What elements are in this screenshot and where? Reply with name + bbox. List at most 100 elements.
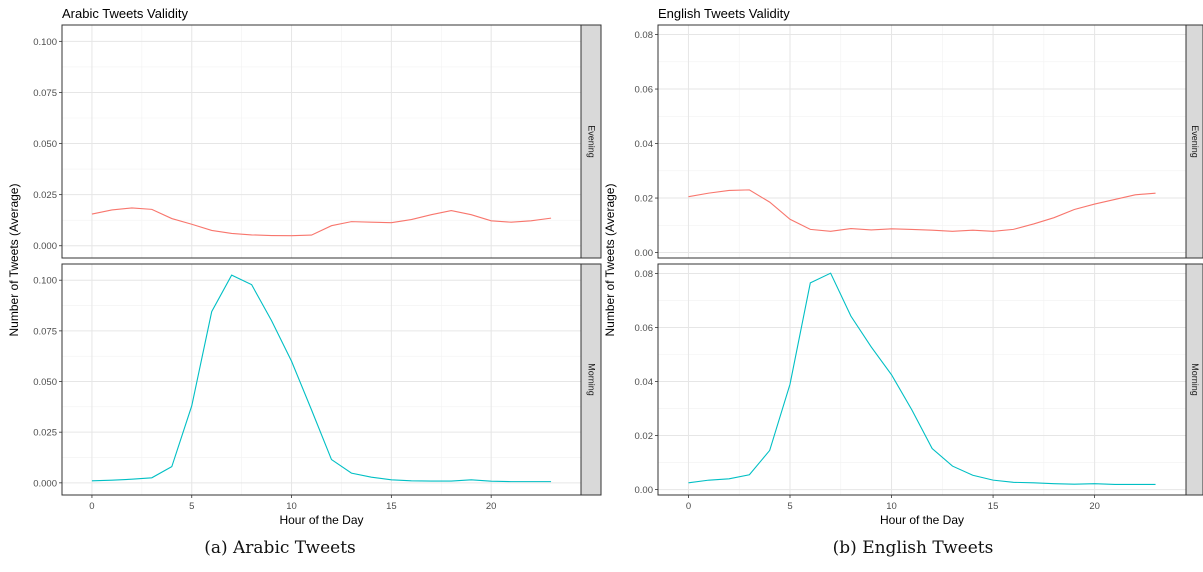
x-tick-label: 0 xyxy=(89,501,94,512)
x-tick-label: 5 xyxy=(787,501,792,512)
data-point xyxy=(749,474,750,475)
data-point xyxy=(932,230,933,231)
data-point xyxy=(830,273,831,274)
data-point xyxy=(911,229,912,230)
data-point xyxy=(891,374,892,375)
data-point xyxy=(431,214,432,215)
data-point xyxy=(932,448,933,449)
data-point xyxy=(871,229,872,230)
y-tick-label: 0.075 xyxy=(33,326,57,337)
facet-strip xyxy=(580,263,602,496)
data-point xyxy=(810,229,811,230)
y-tick-label: 0.04 xyxy=(635,377,654,388)
data-point xyxy=(1013,482,1014,483)
facet-morning: 0.00 0.02 0.04 0.06 0.08 Morning xyxy=(635,263,1203,496)
data-point xyxy=(291,361,292,362)
data-point xyxy=(311,235,312,236)
x-axis-label: Hour of the Day xyxy=(279,513,363,527)
data-point xyxy=(231,275,232,276)
data-point xyxy=(291,235,292,236)
chart-0: Arabic Tweets Validity0.0000.0250.0500.0… xyxy=(7,6,602,527)
y-tick-label: 0.000 xyxy=(33,478,57,489)
y-tick-label: 0.050 xyxy=(33,139,57,150)
x-tick-label: 20 xyxy=(486,501,497,512)
data-point xyxy=(530,481,531,482)
x-tick-label: 10 xyxy=(286,501,297,512)
caption-english: (b) English Tweets xyxy=(832,538,994,558)
panel-border xyxy=(657,24,1187,259)
data-point xyxy=(1135,194,1136,195)
x-tick-label: 20 xyxy=(1089,501,1100,512)
data-point xyxy=(749,189,750,190)
y-tick-label: 0.08 xyxy=(635,30,654,41)
y-tick-label: 0.100 xyxy=(33,276,57,287)
data-point xyxy=(151,477,152,478)
y-tick-label: 0.02 xyxy=(635,194,654,205)
data-point xyxy=(550,481,551,482)
y-tick-label: 0.06 xyxy=(635,323,654,334)
data-point xyxy=(271,320,272,321)
y-tick-label: 0.06 xyxy=(635,85,654,96)
data-point xyxy=(769,450,770,451)
data-point xyxy=(810,282,811,283)
data-point xyxy=(211,311,212,312)
data-point xyxy=(789,219,790,220)
data-point xyxy=(952,231,953,232)
data-point xyxy=(371,477,372,478)
facet-strip xyxy=(1185,24,1203,259)
facet-strip xyxy=(580,24,602,259)
data-point xyxy=(708,480,709,481)
data-point xyxy=(850,228,851,229)
data-point xyxy=(331,225,332,226)
data-point xyxy=(131,207,132,208)
facet-morning: 0.000 0.025 0.050 0.075 0.100 Morning xyxy=(33,263,602,496)
data-point xyxy=(151,209,152,210)
data-point xyxy=(191,224,192,225)
data-point xyxy=(830,231,831,232)
series-line-evening xyxy=(688,189,1156,232)
data-point xyxy=(1135,484,1136,485)
data-point xyxy=(351,473,352,474)
y-tick-label: 0.075 xyxy=(33,88,57,99)
data-point xyxy=(411,219,412,220)
facet-evening: 0.000 0.025 0.050 0.075 0.100 Evening xyxy=(33,24,602,259)
y-tick-label: 0.00 xyxy=(635,248,654,259)
facet-label: Evening xyxy=(1190,125,1200,158)
data-point xyxy=(491,481,492,482)
data-point xyxy=(131,479,132,480)
data-point xyxy=(1074,484,1075,485)
data-point xyxy=(1114,484,1115,485)
data-point xyxy=(1013,229,1014,230)
data-point xyxy=(371,222,372,223)
data-point xyxy=(1094,483,1095,484)
data-point xyxy=(708,193,709,194)
data-point xyxy=(891,228,892,229)
x-axis-label: Hour of the Day xyxy=(880,513,964,527)
data-point xyxy=(1155,193,1156,194)
data-point xyxy=(411,480,412,481)
data-point xyxy=(231,233,232,234)
x-tick-label: 0 xyxy=(686,501,691,512)
y-axis-label: Number of Tweets (Average) xyxy=(7,184,21,337)
data-point xyxy=(111,209,112,210)
series-line-morning xyxy=(91,274,552,483)
data-point xyxy=(511,222,512,223)
data-point xyxy=(191,405,192,406)
series-line-morning xyxy=(688,272,1156,486)
data-point xyxy=(91,480,92,481)
data-point xyxy=(491,220,492,221)
data-point xyxy=(972,475,973,476)
data-point xyxy=(850,316,851,317)
data-point xyxy=(550,218,551,219)
data-point xyxy=(471,214,472,215)
y-tick-label: 0.100 xyxy=(33,37,57,48)
panel-border xyxy=(657,263,1187,496)
x-tick-label: 10 xyxy=(886,501,897,512)
y-tick-label: 0.00 xyxy=(635,485,654,496)
data-point xyxy=(871,346,872,347)
facet-label: Evening xyxy=(587,125,597,158)
data-point xyxy=(171,218,172,219)
data-point xyxy=(91,213,92,214)
data-point xyxy=(1094,203,1095,204)
data-point xyxy=(171,466,172,467)
